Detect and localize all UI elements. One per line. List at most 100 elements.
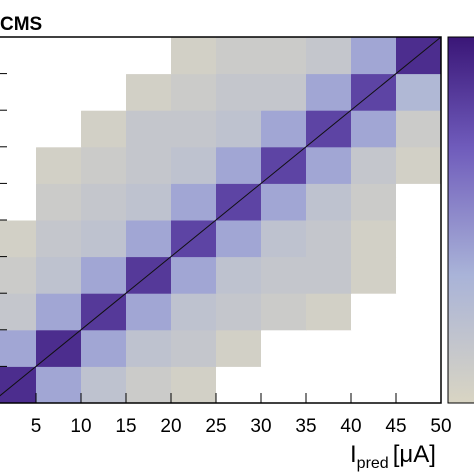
heatmap-cell [81,146,127,184]
heatmap-cell [261,366,307,404]
heatmap-cell [0,183,37,221]
cms-label: CMS [0,14,42,35]
heatmap-cell [36,293,82,331]
heatmap-cell [171,293,217,331]
heatmap-cell [81,110,127,148]
heatmap-cell [351,110,397,148]
heatmap-cell [126,220,172,258]
heatmap-cell [216,37,262,75]
heatmap-cell [0,73,37,111]
heatmap-cell [216,220,262,258]
heatmap-cell [36,256,82,294]
heatmap-cell [396,293,442,331]
heatmap-cell [0,220,37,258]
heatmap-cell [36,73,82,111]
heatmap-cell [171,256,217,294]
heatmap-cell [261,329,307,367]
heatmap-cell [396,220,442,258]
heatmap-cell [81,183,127,221]
x-tick-label: 40 [340,416,361,437]
heatmap-cell [126,37,172,75]
x-axis-label: Ipred [μA] [350,441,436,472]
heatmap-cell [216,73,262,111]
heatmap-cell [171,183,217,221]
heatmap-cell [396,110,442,148]
heatmap-cell [261,110,307,148]
heatmap-cell [396,73,442,111]
heatmap-cell [0,293,37,331]
heatmap-cell [351,220,397,258]
heatmap-cell [216,110,262,148]
x-tick-label: 25 [205,416,226,437]
x-tick-label: 45 [385,416,406,437]
heatmap-cell [216,146,262,184]
heatmap-cell [36,220,82,258]
heatmap-cell [36,110,82,148]
heatmap-cell [81,256,127,294]
heatmap-cell [306,293,352,331]
heatmap-cell [126,329,172,367]
x-label-main: I [350,441,357,468]
x-tick-label: 30 [250,416,271,437]
heatmap-cell [396,256,442,294]
heatmap-cell [261,256,307,294]
heatmap-cell [0,37,37,75]
heatmap-cell [36,183,82,221]
heatmap-cell [81,220,127,258]
heatmap-cell [261,73,307,111]
heatmap-cell [36,366,82,404]
heatmap-cell [351,183,397,221]
heatmap-cell [306,366,352,404]
heatmap-cell [261,293,307,331]
heatmap-cell [396,329,442,367]
heatmap-cell [81,37,127,75]
heatmap-cell [81,73,127,111]
heatmap-cell [0,366,37,404]
heatmap-cell [126,110,172,148]
heatmap-cell [216,329,262,367]
heatmap-cell [126,366,172,404]
heatmap-cell [306,329,352,367]
heatmap-cell [396,366,442,404]
heatmap-cell [306,183,352,221]
colorbar [447,36,474,404]
heatmap-cell [351,329,397,367]
heatmap-cell [306,146,352,184]
heatmap-cell [261,183,307,221]
heatmap-cell [171,366,217,404]
heatmap-cell [0,110,37,148]
heatmap-cell [351,37,397,75]
heatmap-cell [171,37,217,75]
heatmap-cell [171,73,217,111]
heatmap-cell [351,366,397,404]
x-label-sub: pred [357,455,389,472]
heatmap-cell [216,366,262,404]
heatmap-cell [36,146,82,184]
heatmap-cell [261,220,307,258]
heatmap-cell [0,329,37,367]
heatmap-cells [0,37,442,404]
heatmap-cell [306,220,352,258]
heatmap-cell [261,37,307,75]
heatmap-cell [351,146,397,184]
heatmap-cell [396,183,442,221]
heatmap-cell [171,146,217,184]
heatmap-cell [216,293,262,331]
x-tick-label: 35 [295,416,316,437]
heatmap-cell [126,183,172,221]
x-tick-label: 10 [70,416,91,437]
heatmap-cell [0,146,37,184]
x-tick-label: 20 [160,416,181,437]
x-tick-label: 15 [115,416,136,437]
heatmap-cell [126,73,172,111]
heatmap-cell [306,37,352,75]
heatmap-cell [171,110,217,148]
heatmap-cell [81,329,127,367]
heatmap-cell [81,366,127,404]
heatmap-cell [171,329,217,367]
reference-line [0,36,442,397]
heatmap-cell [126,146,172,184]
heatmap-cell [306,73,352,111]
heatmap-cell [351,256,397,294]
